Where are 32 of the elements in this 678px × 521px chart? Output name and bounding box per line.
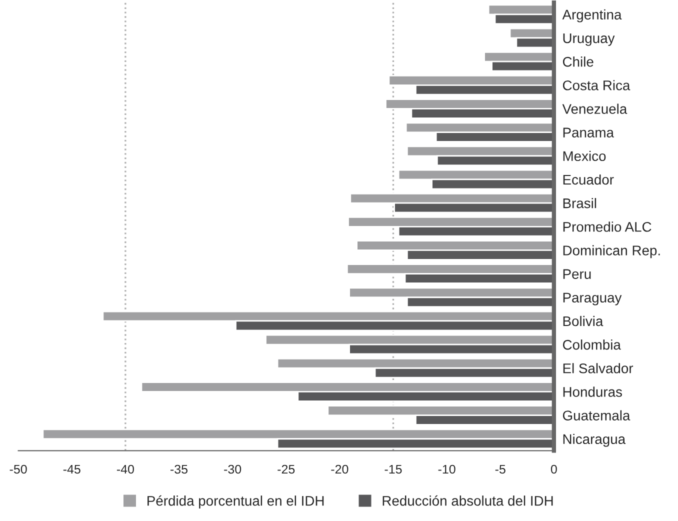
y-tick-label: Bolivia bbox=[563, 316, 604, 326]
x-tick-label: -40 bbox=[116, 464, 134, 474]
y-tick-label: Paraguay bbox=[563, 292, 622, 306]
y-tick-label: Mexico bbox=[563, 150, 606, 162]
y-tick-label: Guatemala bbox=[562, 410, 630, 420]
legend-label: Pérdida porcentual en el IDH bbox=[148, 495, 324, 508]
x-tick-label: -10 bbox=[438, 464, 456, 474]
x-tick-label: -15 bbox=[384, 464, 402, 474]
y-tick-label: El Salvador bbox=[563, 363, 634, 374]
y-tick-label: Promedio ALC bbox=[563, 222, 652, 232]
y-tick-label: Ecuador bbox=[563, 174, 614, 185]
legend-label: Reducción absoluta del IDH bbox=[382, 495, 553, 506]
x-tick-label: -35 bbox=[170, 464, 188, 474]
y-tick-label: Honduras bbox=[563, 386, 622, 397]
y-tick-label: Brasil bbox=[563, 198, 596, 208]
y-tick-label: Dominican Rep. bbox=[563, 245, 660, 258]
x-tick-label: -45 bbox=[63, 464, 80, 474]
y-tick-label: Colombia bbox=[562, 340, 621, 350]
y-tick-label: Panama bbox=[563, 128, 614, 138]
x-tick-label: -5 bbox=[495, 464, 506, 474]
y-tick-label: Peru bbox=[563, 269, 591, 279]
x-tick-label: -30 bbox=[224, 464, 242, 474]
y-tick-label: Costa Rica bbox=[562, 80, 630, 90]
x-tick-label: -50 bbox=[10, 464, 27, 474]
x-tick-label: 0 bbox=[550, 464, 557, 474]
y-tick-label: Uruguay bbox=[563, 33, 615, 46]
y-tick-label: Chile bbox=[562, 56, 594, 67]
x-tick-label: -25 bbox=[278, 464, 295, 474]
y-tick-label: Venezuela bbox=[562, 104, 628, 114]
y-tick-label: Argentina bbox=[562, 9, 622, 22]
x-tick-label: -20 bbox=[331, 464, 348, 474]
y-tick-label: Nicaragua bbox=[563, 434, 626, 447]
